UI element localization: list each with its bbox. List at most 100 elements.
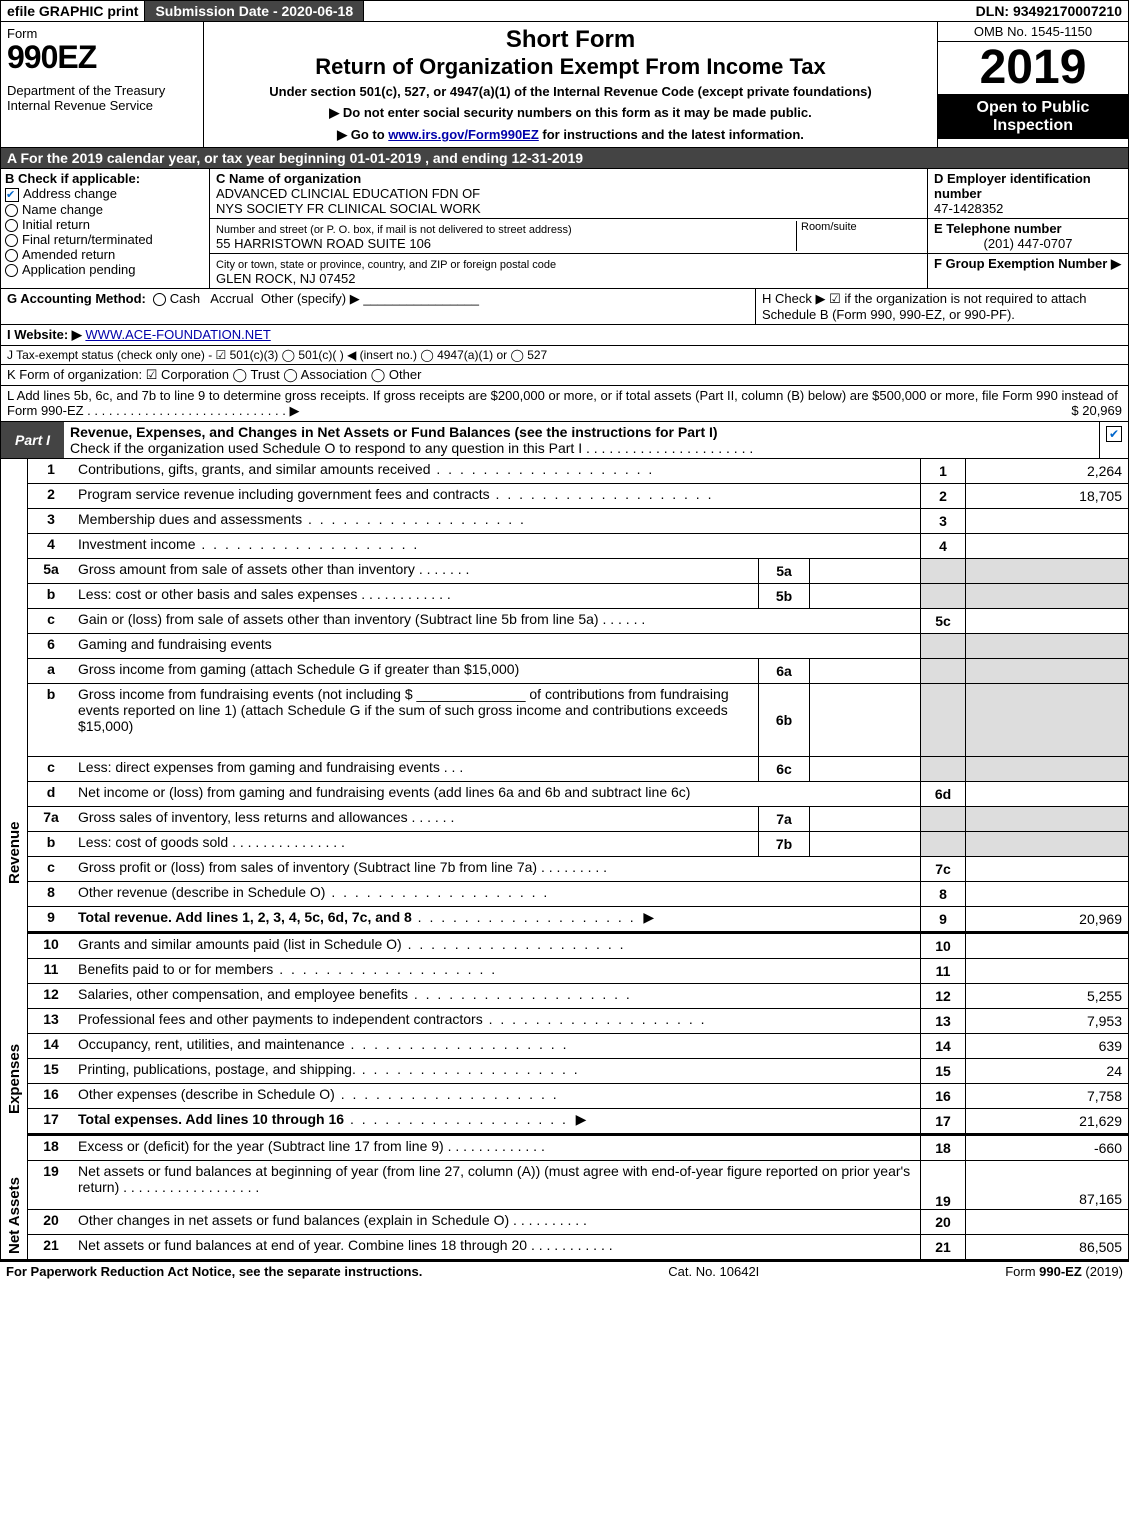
line-2-value: 18,705 [965, 484, 1128, 508]
website-link[interactable]: WWW.ACE-FOUNDATION.NET [85, 327, 270, 342]
line-14-value: 639 [965, 1034, 1128, 1058]
line-21: 21 Net assets or fund balances at end of… [28, 1235, 1128, 1259]
header-mid: Short Form Return of Organization Exempt… [204, 22, 937, 147]
paperwork-notice: For Paperwork Reduction Act Notice, see … [6, 1264, 422, 1279]
revenue-label: Revenue [6, 464, 23, 884]
line-17: 17 Total expenses. Add lines 10 through … [28, 1109, 1128, 1136]
circle-icon [5, 219, 18, 232]
tel-value: (201) 447-0707 [934, 236, 1122, 251]
line-5b: b Less: cost or other basis and sales ex… [28, 584, 1128, 609]
dln-label: DLN: 93492170007210 [970, 1, 1128, 21]
info-grid: B Check if applicable: Address change Na… [0, 169, 1129, 289]
f-group-row: F Group Exemption Number ▶ [928, 254, 1128, 274]
g-h-row: G Accounting Method: Cash Accrual Other … [0, 289, 1129, 325]
part1-checkbox[interactable] [1099, 422, 1128, 458]
line-4: 4 Investment income 4 [28, 534, 1128, 559]
topbar: efile GRAPHIC print Submission Date - 20… [0, 0, 1129, 22]
chk-amended[interactable]: Amended return [5, 247, 205, 262]
line-1-value: 2,264 [965, 459, 1128, 483]
c-city-row: City or town, state or province, country… [210, 254, 927, 288]
header-right: OMB No. 1545-1150 2019 Open to Public In… [937, 22, 1128, 147]
part1-tab: Part I [1, 422, 64, 458]
line-20: 20 Other changes in net assets or fund b… [28, 1210, 1128, 1235]
main-table-wrap: Revenue Expenses Net Assets 1 Contributi… [0, 459, 1129, 1260]
cat-number: Cat. No. 10642I [422, 1264, 1005, 1279]
e-tel-row: E Telephone number (201) 447-0707 [928, 219, 1128, 254]
circle-icon [5, 204, 18, 217]
line-21-value: 86,505 [965, 1235, 1128, 1259]
line-9-value: 20,969 [965, 907, 1128, 931]
line-4-value [965, 534, 1128, 558]
line-15: 15 Printing, publications, postage, and … [28, 1059, 1128, 1084]
box-d: D Employer identification number 47-1428… [927, 169, 1128, 288]
chk-final-return[interactable]: Final return/terminated [5, 232, 205, 247]
line-table: 1 Contributions, gifts, grants, and simi… [27, 459, 1129, 1260]
g-label: G Accounting Method: [7, 291, 146, 306]
line-5a: 5a Gross amount from sale of assets othe… [28, 559, 1128, 584]
line-15-value: 24 [965, 1059, 1128, 1083]
ein-hdr: D Employer identification number [934, 171, 1091, 201]
group-hdr: F Group Exemption Number ▶ [934, 256, 1121, 271]
c-addr-row: Number and street (or P. O. box, if mail… [210, 219, 927, 254]
chk-name-change[interactable]: Name change [5, 202, 205, 217]
chk-pending[interactable]: Application pending [5, 262, 205, 277]
goto-post: for instructions and the latest informat… [539, 127, 804, 142]
d-ein-row: D Employer identification number 47-1428… [928, 169, 1128, 219]
efile-print-label[interactable]: efile GRAPHIC print [1, 1, 145, 21]
line-7a: 7a Gross sales of inventory, less return… [28, 807, 1128, 832]
i-label: I Website: ▶ [7, 327, 82, 342]
line-6a: a Gross income from gaming (attach Sched… [28, 659, 1128, 684]
circle-icon [5, 264, 18, 277]
ein-value: 47-1428352 [934, 201, 1003, 216]
irs-link[interactable]: www.irs.gov/Form990EZ [388, 127, 539, 142]
under-section: Under section 501(c), 527, or 4947(a)(1)… [210, 84, 931, 99]
c-name-hdr: C Name of organization [216, 171, 361, 186]
ssn-warning: ▶ Do not enter social security numbers o… [210, 105, 931, 121]
j-status: J Tax-exempt status (check only one) - ☑… [0, 346, 1129, 365]
part1-title: Revenue, Expenses, and Changes in Net As… [64, 422, 1099, 458]
g-accounting: G Accounting Method: Cash Accrual Other … [1, 289, 755, 324]
return-title: Return of Organization Exempt From Incom… [210, 54, 931, 80]
line-16: 16 Other expenses (describe in Schedule … [28, 1084, 1128, 1109]
b-label: B Check if applicable: [5, 171, 205, 186]
box-c: C Name of organization ADVANCED CLINCIAL… [210, 169, 927, 288]
tel-hdr: E Telephone number [934, 221, 1062, 236]
submission-date: Submission Date - 2020-06-18 [145, 1, 364, 21]
c-name-row: C Name of organization ADVANCED CLINCIAL… [210, 169, 927, 219]
line-10: 10 Grants and similar amounts paid (list… [28, 934, 1128, 959]
line-17-value: 21,629 [965, 1109, 1128, 1133]
tax-year: 2019 [938, 42, 1128, 94]
line-11: 11 Benefits paid to or for members 11 [28, 959, 1128, 984]
line-5c: c Gain or (loss) from sale of assets oth… [28, 609, 1128, 634]
chk-address-change[interactable]: Address change [5, 186, 205, 202]
k-org-type: K Form of organization: ☑ Corporation ◯ … [0, 365, 1129, 386]
line-13: 13 Professional fees and other payments … [28, 1009, 1128, 1034]
arrow-icon: ▶ [643, 909, 654, 925]
line-3: 3 Membership dues and assessments 3 [28, 509, 1128, 534]
chk-initial-return[interactable]: Initial return [5, 217, 205, 232]
arrow-icon: ▶ [576, 1111, 587, 1127]
omb-number: OMB No. 1545-1150 [938, 22, 1128, 42]
line-13-value: 7,953 [965, 1009, 1128, 1033]
netassets-label: Net Assets [6, 1124, 23, 1254]
circle-icon[interactable] [153, 293, 166, 306]
part1-header: Part I Revenue, Expenses, and Changes in… [0, 422, 1129, 459]
open-public: Open to Public Inspection [938, 94, 1128, 139]
line-12-value: 5,255 [965, 984, 1128, 1008]
expenses-label: Expenses [6, 894, 23, 1114]
i-website: I Website: ▶ WWW.ACE-FOUNDATION.NET [0, 325, 1129, 346]
line-8: 8 Other revenue (describe in Schedule O)… [28, 882, 1128, 907]
short-form-title: Short Form [210, 26, 931, 54]
line-6c: c Less: direct expenses from gaming and … [28, 757, 1128, 782]
line-14: 14 Occupancy, rent, utilities, and maint… [28, 1034, 1128, 1059]
form-header: Form 990EZ Department of the Treasury In… [0, 22, 1129, 148]
line-7c: c Gross profit or (loss) from sales of i… [28, 857, 1128, 882]
addr-hdr: Number and street (or P. O. box, if mail… [216, 224, 572, 236]
checkmark-icon [5, 188, 19, 202]
line-1: 1 Contributions, gifts, grants, and simi… [28, 459, 1128, 484]
circle-icon [5, 234, 18, 247]
l-amount: $ 20,969 [1071, 403, 1122, 418]
irs-label: Internal Revenue Service [7, 98, 197, 113]
line-18-value: -660 [965, 1136, 1128, 1160]
line-19-value: 87,165 [965, 1161, 1128, 1209]
